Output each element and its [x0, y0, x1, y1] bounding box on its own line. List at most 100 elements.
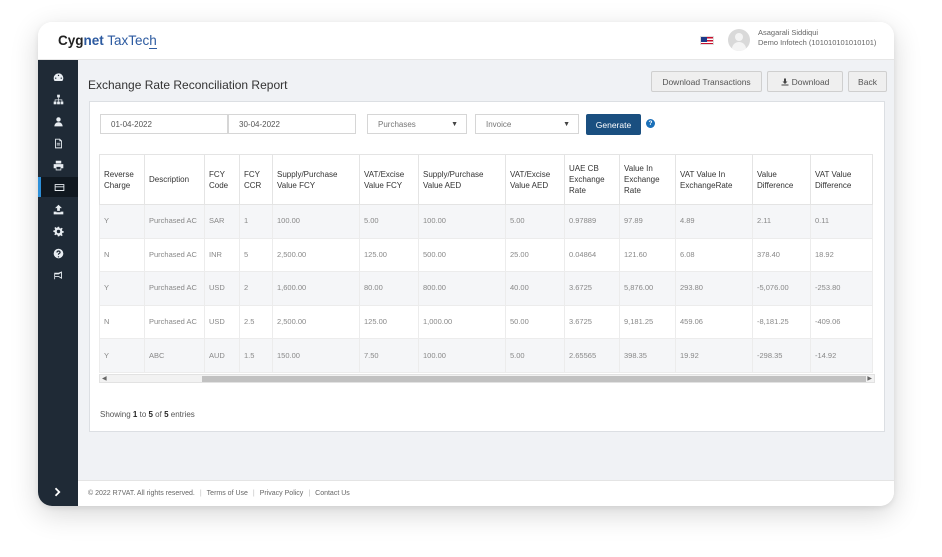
- column-header[interactable]: FCY CCR: [239, 154, 273, 205]
- table-cell: 0.04864: [564, 237, 620, 273]
- sidebar-item-user[interactable]: [38, 111, 78, 131]
- table-cell: 1,000.00: [418, 304, 506, 340]
- sidebar-item-help[interactable]: [38, 243, 78, 263]
- table-cell: 459.06: [675, 304, 753, 340]
- user-org: Demo Infotech (101010101010101): [758, 38, 877, 47]
- table-cell: 5,876.00: [619, 271, 676, 306]
- table-cell: 1,600.00: [272, 271, 360, 306]
- table-icon: [54, 183, 65, 191]
- table-row[interactable]: Y ABC AUD 1.5 150.00 7.50 100.00 5.00 2.65565 398…: [99, 338, 873, 373]
- column-header[interactable]: Supply/Purchase Value FCY: [272, 154, 360, 205]
- column-header[interactable]: Reverse Charge: [99, 154, 145, 205]
- avatar[interactable]: [728, 29, 750, 51]
- upload-icon: [53, 204, 63, 214]
- sidebar-item-reports[interactable]: [38, 177, 78, 197]
- back-button[interactable]: Back: [848, 71, 887, 92]
- table-cell: -14.92: [810, 338, 873, 373]
- sidebar-toggle-button[interactable]: [38, 478, 78, 506]
- sidebar-item-sitemap[interactable]: [38, 89, 78, 109]
- sidebar-item-print[interactable]: [38, 155, 78, 175]
- privacy-link[interactable]: Privacy Policy: [259, 490, 304, 497]
- table-cell: Y: [99, 271, 145, 306]
- table-row[interactable]: N Purchased AC USD 2.5 2,500.00 125.00 1,000.0…: [99, 304, 873, 340]
- download-button-label: Download: [791, 76, 830, 87]
- table-cell: 398.35: [619, 338, 676, 373]
- dashboard-icon: [53, 72, 63, 81]
- pagination-info: Showing 1 to 5 of 5 entries: [100, 410, 195, 419]
- generate-button[interactable]: Generate: [586, 114, 641, 135]
- table-cell: 9,181.25: [619, 304, 676, 340]
- report-table-container[interactable]: Reverse Charge Description FCY Code FCY …: [99, 154, 877, 387]
- megaphone-icon: [53, 270, 62, 279]
- sidebar-item-settings[interactable]: [38, 221, 78, 241]
- sidebar-item-dashboard[interactable]: [38, 67, 78, 87]
- report-table: Reverse Charge Description FCY Code FCY …: [99, 154, 873, 373]
- transaction-type-select[interactable]: Purchases ▼: [367, 114, 467, 134]
- document-type-value: Invoice: [486, 119, 512, 129]
- document-type-select[interactable]: Invoice ▼: [475, 114, 579, 134]
- download-button[interactable]: Download: [767, 71, 843, 92]
- table-cell: Purchased AC: [144, 237, 205, 273]
- column-header[interactable]: FCY Code: [204, 154, 240, 205]
- main-content: Exchange Rate Reconciliation Report Down…: [78, 60, 894, 480]
- table-cell: 1: [239, 204, 273, 239]
- column-header[interactable]: VAT Value Difference: [810, 154, 873, 205]
- table-row[interactable]: Y Purchased AC USD 2 1,600.00 80.00 800.00 40.0…: [99, 271, 873, 306]
- table-cell: 4.89: [675, 204, 753, 239]
- help-icon[interactable]: ?: [646, 119, 655, 128]
- user-icon: [53, 116, 63, 126]
- to-date-input[interactable]: 30-04-2022: [228, 114, 356, 134]
- download-icon: [781, 78, 789, 85]
- table-row[interactable]: Y Purchased AC SAR 1 100.00 5.00 100.00 5.00 0.9…: [99, 204, 873, 239]
- user-info[interactable]: Asagarali Siddiqui Demo Infotech (101010…: [758, 28, 876, 48]
- table-cell: 2.5: [239, 304, 273, 340]
- column-header[interactable]: UAE CB Exchange Rate: [564, 154, 620, 205]
- sidebar-item-announcements[interactable]: [38, 265, 78, 285]
- column-header[interactable]: VAT/Excise Value AED: [505, 154, 565, 205]
- terms-link[interactable]: Terms of Use: [206, 490, 248, 497]
- print-icon: [53, 160, 63, 170]
- user-name: Asagarali Siddiqui: [758, 28, 819, 37]
- column-header[interactable]: Value Difference: [752, 154, 811, 205]
- scroll-right-arrow-icon[interactable]: ▶: [867, 376, 872, 382]
- table-cell: 800.00: [418, 271, 506, 306]
- contact-link[interactable]: Contact Us: [315, 490, 350, 497]
- sidebar-item-upload[interactable]: [38, 199, 78, 219]
- table-cell: 50.00: [505, 304, 565, 340]
- from-date-input[interactable]: 01-04-2022: [100, 114, 228, 134]
- table-cell: 125.00: [359, 304, 419, 340]
- column-header[interactable]: Value In Exchange Rate: [619, 154, 676, 205]
- table-cell: USD: [204, 271, 240, 306]
- document-icon: [54, 138, 62, 148]
- footer: © 2022 R7VAT. All rights reserved. | Ter…: [78, 480, 894, 506]
- scroll-left-arrow-icon[interactable]: ◀: [102, 376, 107, 382]
- horizontal-scrollbar[interactable]: ◀ ▶: [99, 374, 875, 383]
- caret-down-icon: ▼: [563, 120, 570, 128]
- column-header[interactable]: VAT Value In ExchangeRate: [675, 154, 753, 205]
- sitemap-icon: [53, 94, 63, 104]
- download-transactions-button[interactable]: Download Transactions: [651, 71, 762, 92]
- table-cell: INR: [204, 237, 240, 273]
- table-cell: 7.50: [359, 338, 419, 373]
- table-cell: 5.00: [505, 204, 565, 239]
- column-header[interactable]: VAT/Excise Value FCY: [359, 154, 419, 205]
- scrollbar-thumb[interactable]: [202, 376, 866, 382]
- table-cell: 6.08: [675, 237, 753, 273]
- sidebar-item-document[interactable]: [38, 133, 78, 153]
- brand-logo[interactable]: Cygnet TaxTech: [58, 33, 157, 49]
- table-row[interactable]: N Purchased AC INR 5 2,500.00 125.00 500.00 25.…: [99, 237, 873, 273]
- sidebar: [38, 60, 78, 506]
- table-cell: -8,181.25: [752, 304, 811, 340]
- column-header[interactable]: Supply/Purchase Value AED: [418, 154, 506, 205]
- report-table-body: Y Purchased AC SAR 1 100.00 5.00 100.00 5.00 0.9…: [99, 204, 873, 373]
- table-cell: 500.00: [418, 237, 506, 273]
- table-header-row: Reverse Charge Description FCY Code FCY …: [99, 154, 873, 205]
- table-cell: 97.89: [619, 204, 676, 239]
- table-cell: 40.00: [505, 271, 565, 306]
- column-header[interactable]: Description: [144, 154, 205, 205]
- table-cell: ABC: [144, 338, 205, 373]
- us-flag-icon[interactable]: [700, 36, 714, 45]
- report-panel: 01-04-2022 30-04-2022 Purchases ▼ Invoic…: [89, 101, 885, 432]
- table-cell: 0.11: [810, 204, 873, 239]
- settings-icon: [52, 226, 64, 236]
